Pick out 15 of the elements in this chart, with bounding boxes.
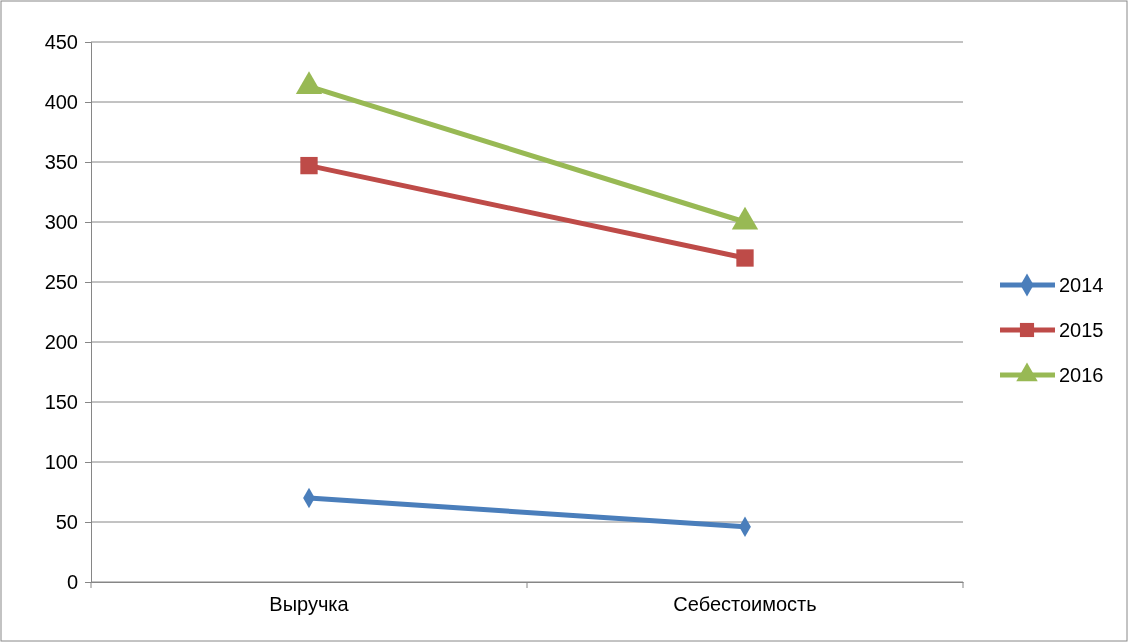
x-tick-label: Себестоимость [673,593,817,615]
x-tick-label: Выручка [269,593,350,615]
y-tick-label: 350 [44,150,78,173]
legend-label: 2016 [1059,364,1104,386]
y-tick-label: 300 [44,210,78,233]
y-tick-label: 150 [44,390,78,413]
y-tick-label: 400 [44,90,78,113]
y-tick-label: 0 [66,570,78,593]
y-tick-label: 450 [44,30,78,53]
legend-label: 2015 [1059,319,1104,341]
y-tick-label: 100 [44,450,78,473]
y-tick-label: 50 [55,510,78,533]
legend-label: 2014 [1059,274,1104,296]
y-tick-label: 250 [44,270,78,293]
y-tick-label: 200 [44,330,78,353]
